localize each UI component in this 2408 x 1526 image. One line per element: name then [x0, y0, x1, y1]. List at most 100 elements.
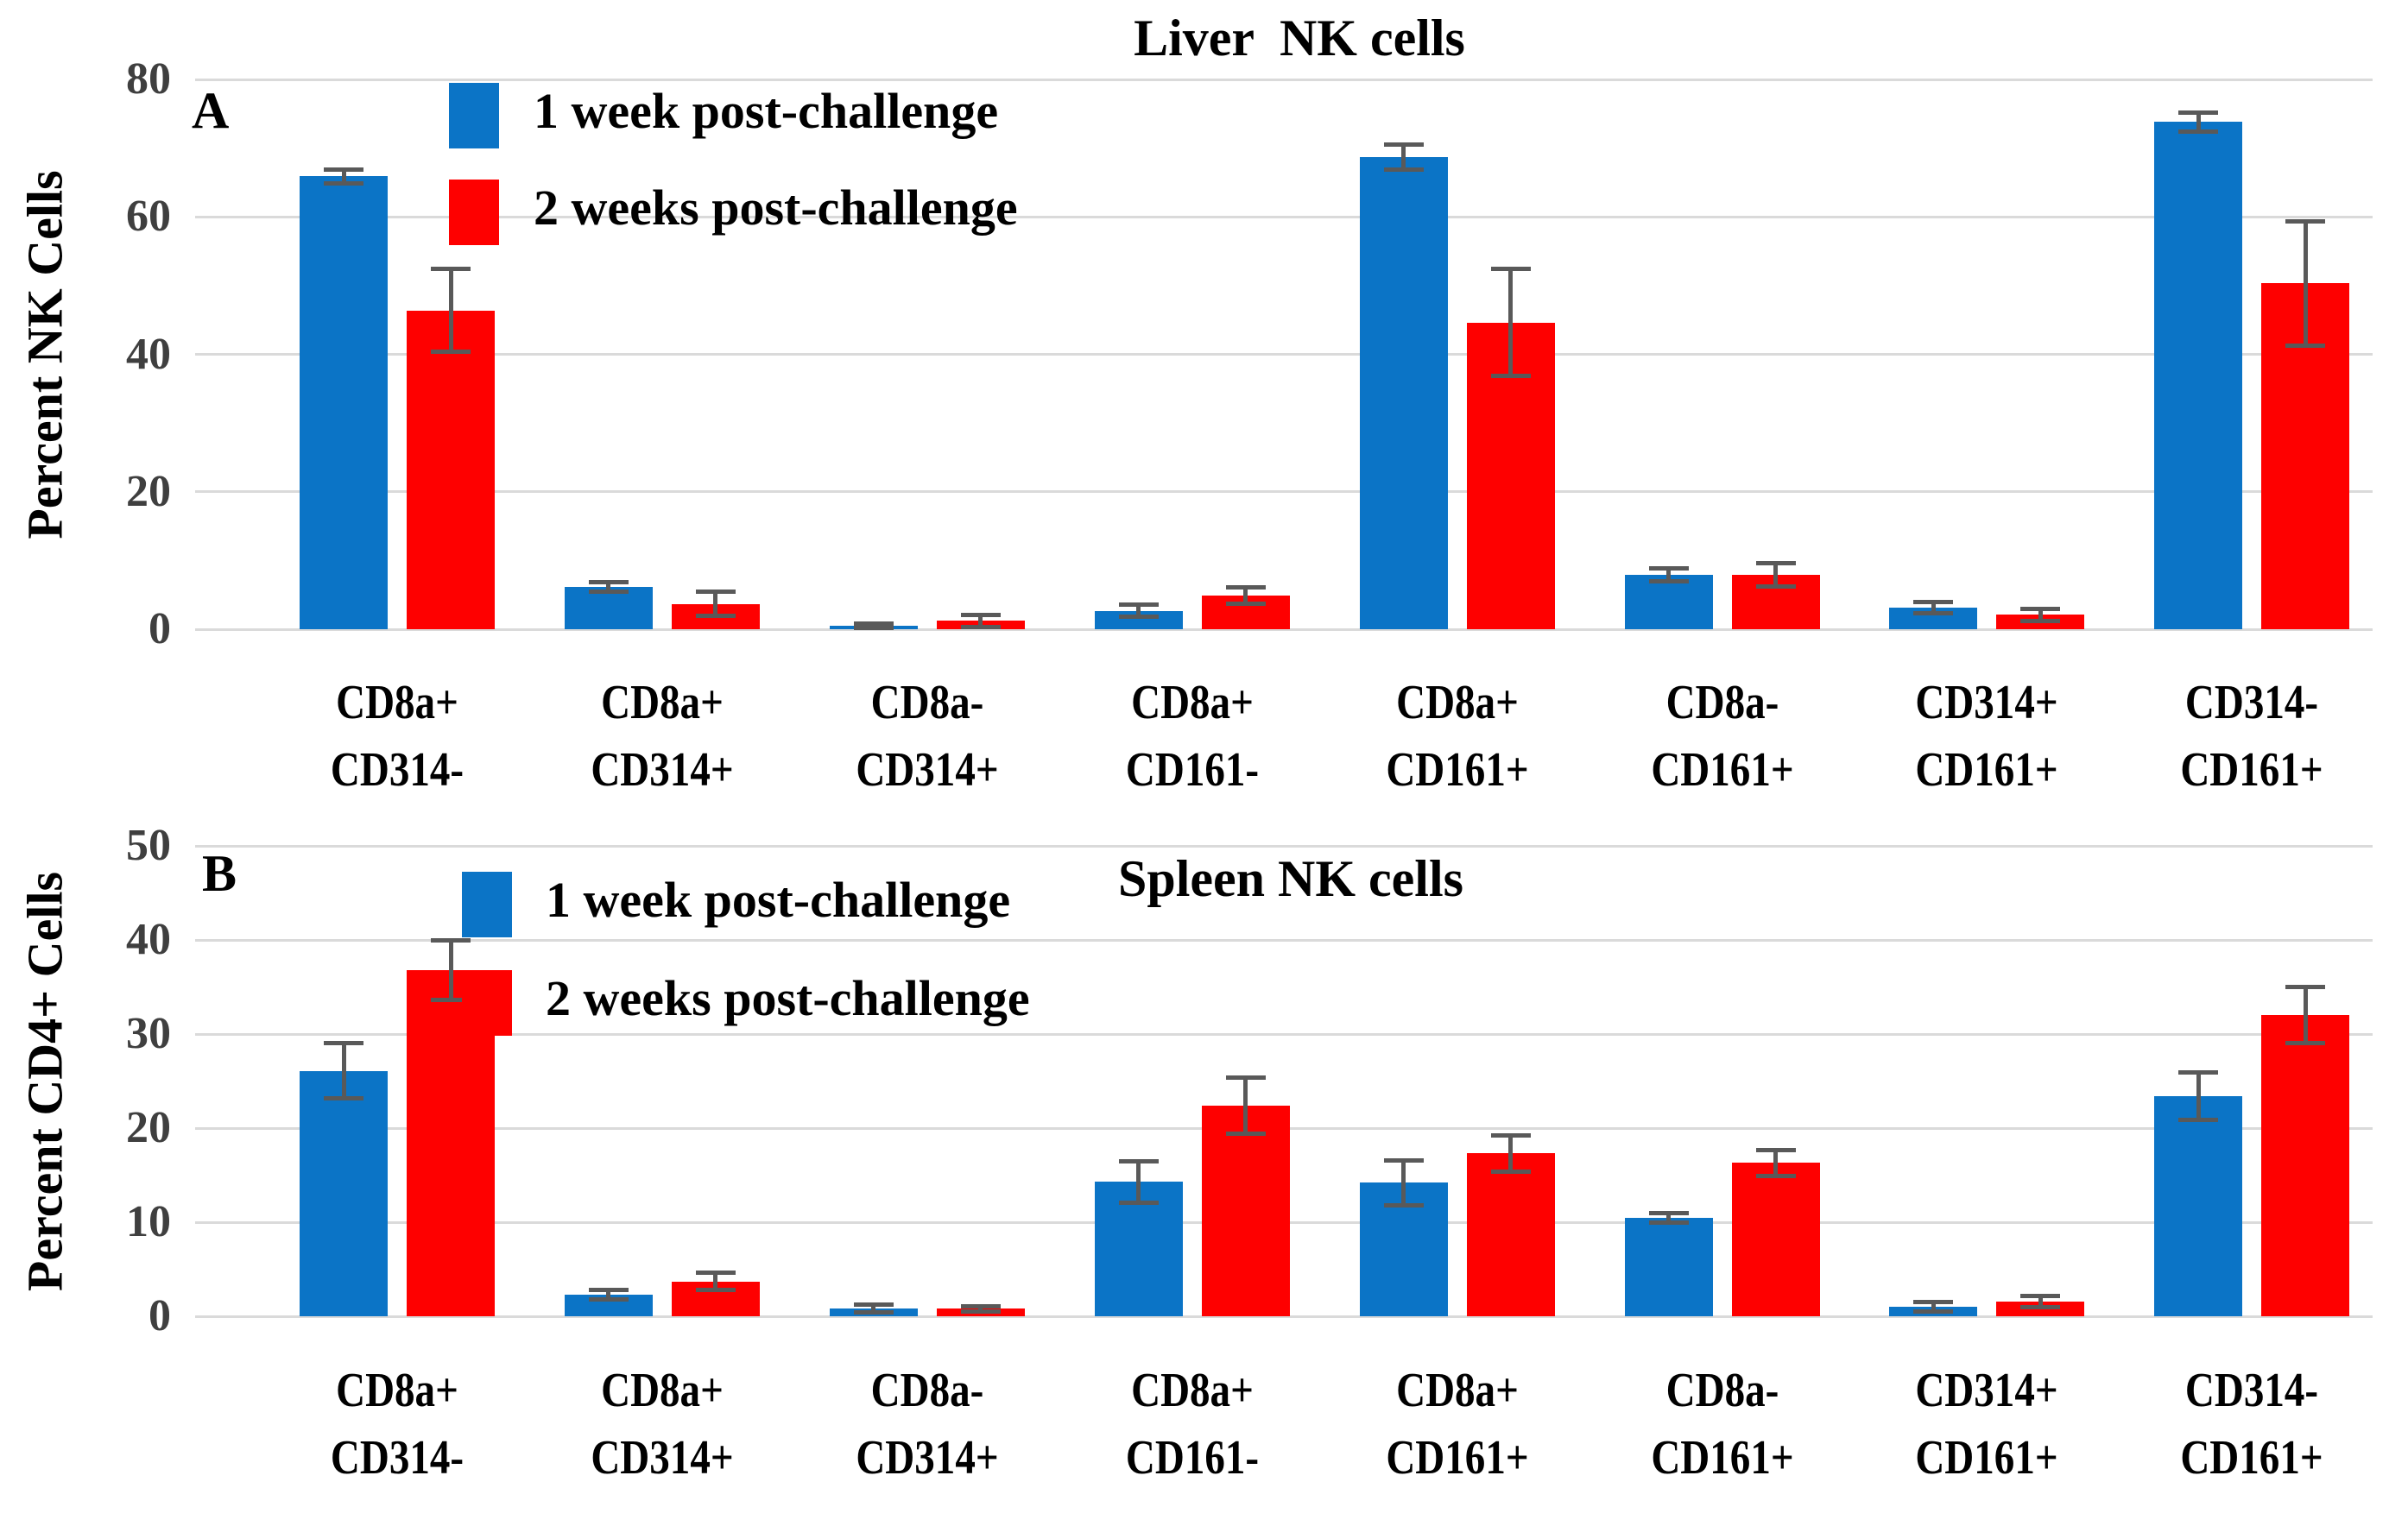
y-tick-label: 20: [126, 466, 171, 516]
error-bar-stem: [1136, 604, 1141, 617]
error-bar-cap-top: [2020, 1293, 2061, 1298]
y-tick-label: 10: [126, 1197, 171, 1246]
error-bar-stem: [1508, 1135, 1514, 1172]
category-label-line: CD161+: [1650, 1431, 1794, 1485]
bar-week1-group6: [1624, 1217, 1713, 1316]
error-bar-stem: [2303, 987, 2308, 1044]
error-bar-stem: [1401, 1160, 1406, 1206]
error-bar-cap-top: [853, 1302, 894, 1308]
category-label-line: CD8a-: [870, 1364, 984, 1417]
category-label-line: CD161+: [1915, 743, 2059, 797]
error-bar-stem: [2303, 221, 2308, 346]
error-bar-cap-bottom: [588, 589, 629, 594]
error-bar-cap-top: [1490, 1133, 1531, 1138]
error-bar-cap-top: [588, 579, 629, 584]
error-bar-cap-top: [2178, 1070, 2219, 1075]
error-bar-cap-bottom: [2285, 343, 2326, 348]
error-bar-cap-top: [2178, 110, 2219, 115]
error-bar-stem: [448, 268, 453, 352]
category-label-group1: CD8a+ CD314-: [250, 1357, 544, 1491]
bar-week1-group2: [564, 586, 653, 629]
category-label-line: CD8a-: [870, 676, 984, 729]
category-label-line: CD161+: [2180, 1431, 2323, 1485]
error-bar-cap-top: [588, 1287, 629, 1292]
category-label-line: CD8a+: [600, 1364, 724, 1417]
error-bar-cap-top: [695, 589, 736, 594]
error-bar-cap-top: [1490, 267, 1531, 272]
error-bar-cap-bottom: [1913, 611, 1954, 616]
category-label-group6: CD8a- CD161+: [1576, 1357, 1869, 1491]
error-bar-cap-bottom: [2178, 129, 2219, 134]
category-label-line: CD314+: [1915, 1364, 2059, 1417]
error-bar-cap-bottom: [2020, 618, 2061, 623]
category-label-line: CD314-: [330, 1431, 465, 1485]
error-bar-cap-bottom: [1383, 167, 1424, 172]
error-bar-stem: [606, 1290, 611, 1300]
category-label-line: CD314+: [856, 743, 999, 797]
error-bar-stem: [2196, 112, 2201, 132]
y-tick-label: 20: [126, 1103, 171, 1152]
bar-week2-group8: [2261, 1015, 2350, 1316]
error-bar-cap-top: [2020, 606, 2061, 611]
category-label-line: CD8a-: [1665, 676, 1779, 729]
error-bar-stem: [978, 1306, 983, 1312]
error-bar-cap-bottom: [1225, 602, 1266, 607]
error-bar-cap-bottom: [324, 180, 363, 186]
category-label-group6: CD8a- CD161+: [1576, 669, 1869, 804]
error-bar-stem: [1401, 144, 1406, 170]
legend-swatch-red: [449, 180, 499, 245]
y-tick-label: 50: [126, 821, 171, 870]
error-bar-stem: [871, 1304, 876, 1313]
error-bar-cap-top: [1648, 1210, 1689, 1215]
error-bar-cap-bottom: [2285, 1041, 2326, 1046]
category-label-line: CD8a-: [1665, 1364, 1779, 1417]
category-label-group5: CD8a+ CD161+: [1311, 669, 1604, 804]
error-bar-cap-top: [695, 1271, 736, 1276]
legend-label-week2: 2 weeks post-challenge: [546, 970, 1030, 1026]
error-bar-cap-top: [431, 267, 471, 272]
category-label-group3: CD8a- CD314+: [781, 669, 1074, 804]
error-bar-stem: [1931, 602, 1936, 614]
error-bar-stem: [2196, 1072, 2201, 1120]
error-bar-cap-bottom: [1225, 1132, 1266, 1137]
legend-label-week2: 2 weeks post-challenge: [534, 180, 1018, 236]
category-label-line: CD314+: [591, 743, 734, 797]
panel-b-title: Spleen NK cells: [1118, 850, 1463, 907]
error-bar-cap-top: [1648, 566, 1689, 571]
category-label-group7: CD314+ CD161+: [1840, 1357, 2133, 1491]
category-label-group8: CD314- CD161+: [2105, 669, 2399, 804]
category-label-line: CD314-: [2185, 676, 2319, 729]
bar-week1-group6: [1624, 575, 1713, 629]
gridline: [195, 1032, 2373, 1036]
y-tick-label: 0: [149, 1291, 171, 1340]
error-bar-cap-top: [1225, 1075, 1266, 1080]
category-label-line: CD8a+: [1130, 676, 1254, 729]
category-label-line: CD314+: [591, 1431, 734, 1485]
gridline: [195, 353, 2373, 356]
gridline: [195, 78, 2373, 81]
error-bar-cap-top: [1913, 1300, 1954, 1305]
error-bar-stem: [341, 169, 346, 184]
error-bar-stem: [1243, 587, 1248, 604]
error-bar-cap-top: [960, 612, 1001, 617]
panel-letter-a: A: [192, 82, 230, 139]
error-bar-cap-top: [1755, 561, 1796, 566]
category-label-group2: CD8a+ CD314+: [515, 1357, 809, 1491]
bar-week1-group8: [2154, 122, 2243, 629]
category-label-line: CD161-: [1125, 1431, 1259, 1485]
error-bar-cap-top: [2285, 985, 2326, 989]
error-bar-cap-top: [2285, 219, 2326, 224]
category-label-group4: CD8a+ CD161-: [1046, 669, 1339, 804]
error-bar-cap-top: [1755, 1147, 1796, 1152]
bar-week2-group4: [1201, 1105, 1290, 1316]
y-tick-label: 0: [149, 604, 171, 653]
category-label-group8: CD314- CD161+: [2105, 1357, 2399, 1491]
y-tick-label: 60: [126, 192, 171, 242]
error-bar-cap-top: [1225, 584, 1266, 590]
category-label-line: CD8a+: [1395, 676, 1519, 729]
category-label-group7: CD314+ CD161+: [1840, 669, 2133, 804]
error-bar-cap-bottom: [2020, 1304, 2061, 1309]
error-bar-cap-bottom: [1755, 1174, 1796, 1179]
category-label-line: CD161+: [1650, 743, 1794, 797]
category-label-line: CD8a+: [1395, 1364, 1519, 1417]
